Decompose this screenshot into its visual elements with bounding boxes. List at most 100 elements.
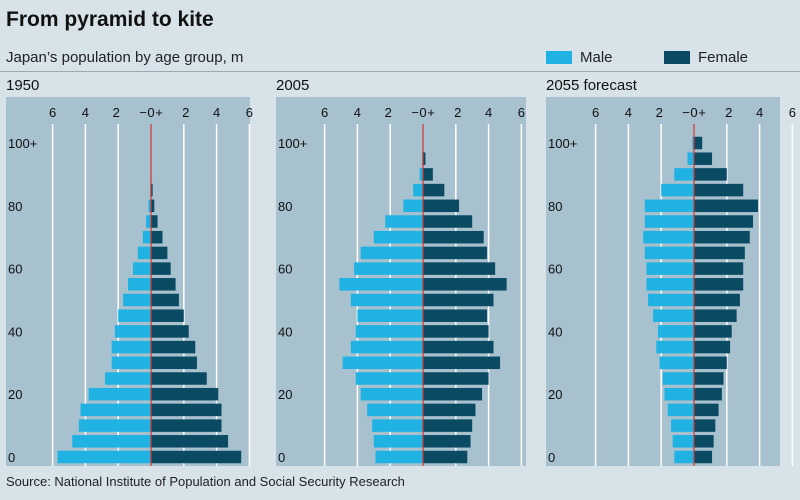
panel-2-x-tick-5: + — [427, 105, 435, 120]
panel-1-male-bar-30-34 — [111, 356, 151, 370]
panel-3-y-tick-5: 100+ — [548, 136, 577, 151]
panel-3-y-tick-3: 60 — [548, 262, 562, 277]
panel-3-x-tick-7: 4 — [756, 105, 763, 120]
panel-3-female-bar-40-44 — [694, 325, 732, 338]
panel-2-x-tick-8: 6 — [518, 105, 525, 120]
panel-1-female-bar-65-69 — [151, 246, 168, 260]
panel-2-male-bar-90-94 — [419, 168, 423, 181]
panel-1-male-bar-50-54 — [123, 293, 151, 307]
panel-2-female-bar-55-59 — [423, 278, 507, 291]
panel-2-x-tick-0: 6 — [321, 105, 328, 120]
panel-3-x-tick-4: 0 — [690, 105, 697, 120]
panel-1-male-bar-40-44 — [114, 325, 151, 338]
panel-2-male-bar-65-69 — [360, 246, 423, 260]
panel-2-male-bar-55-59 — [339, 278, 423, 291]
panel-1-male-bar-0-4 — [57, 450, 151, 464]
panel-3-male-bar-20-24 — [664, 387, 694, 401]
panel-2-female-bar-85-89 — [423, 183, 445, 197]
panel-3-male-bar-35-39 — [656, 340, 694, 354]
panel-3-female-bar-100+ — [694, 136, 703, 150]
panel-3-male-bar-70-74 — [643, 230, 694, 244]
panel-3-female-bar-60-64 — [694, 262, 744, 275]
panel-3-male-bar-5-9 — [672, 435, 694, 448]
panel-3-x-tick-2: 2 — [656, 105, 663, 120]
panel-1-y-tick-5: 100+ — [8, 136, 37, 151]
panel-3-male-bar-65-69 — [644, 246, 694, 260]
panel-2-female-bar-65-69 — [423, 246, 487, 260]
panel-1-y-tick-2: 40 — [8, 324, 22, 339]
panel-3-y-tick-4: 80 — [548, 199, 562, 214]
panel-3-male-bar-25-29 — [662, 372, 694, 385]
panel-2-male-bar-70-74 — [373, 230, 423, 244]
panel-1-x-tick-0: 6 — [49, 105, 56, 120]
panel-1-male-bar-80-84 — [148, 199, 151, 213]
panel-3-male-bar-55-59 — [646, 278, 694, 291]
panel-1-female-bar-70-74 — [151, 230, 163, 244]
panel-3-female-bar-90-94 — [694, 168, 727, 181]
chart-title: From pyramid to kite — [6, 8, 214, 31]
panel-3-female-bar-95-99 — [694, 152, 713, 165]
panel-1-female-bar-25-29 — [151, 372, 207, 385]
panel-2-x-tick-2: 2 — [385, 105, 392, 120]
legend-swatch-female — [664, 51, 690, 64]
panel-3-female-bar-45-49 — [694, 309, 737, 322]
panel-2-female-bar-20-24 — [423, 387, 483, 401]
panel-1-male-bar-60-64 — [132, 262, 151, 275]
panel-3-female-bar-80-84 — [694, 199, 758, 213]
panel-1-female-bar-15-19 — [151, 403, 222, 417]
panel-2-male-bar-10-14 — [372, 419, 423, 432]
panel-1-female-bar-20-24 — [151, 387, 219, 401]
panel-1-x-tick-5: + — [155, 105, 163, 120]
panel-1-female-bar-50-54 — [151, 293, 179, 307]
panel-2-male-bar-45-49 — [357, 309, 423, 322]
legend-label-female: Female — [698, 49, 749, 66]
panel-3-male-bar-100+ — [692, 136, 694, 150]
panel-2-female-bar-30-34 — [423, 356, 501, 370]
panel-2-y-tick-2: 40 — [278, 324, 292, 339]
chart-subtitle: Japan’s population by age group, m — [6, 49, 244, 66]
panel-3-female-bar-35-39 — [694, 340, 731, 354]
panel-1-x-tick-6: 2 — [182, 105, 189, 120]
panel-3-y-tick-0: 0 — [548, 450, 555, 465]
panel-3-male-bar-50-54 — [648, 293, 694, 307]
panel-3-female-bar-75-79 — [694, 215, 754, 228]
panel-3-y-tick-1: 20 — [548, 387, 562, 402]
panel-3-female-bar-50-54 — [694, 293, 740, 307]
panel-1-female-bar-55-59 — [151, 278, 176, 291]
panel-3-male-bar-60-64 — [646, 262, 694, 275]
panel-1-x-tick-1: 4 — [82, 105, 89, 120]
panel-3-title: 2055 forecast — [546, 77, 638, 94]
legend-swatch-male — [546, 51, 572, 64]
panel-3-x-tick-1: 4 — [625, 105, 632, 120]
panel-2-x-tick-6: 2 — [454, 105, 461, 120]
panel-2-male-bar-30-34 — [342, 356, 423, 370]
panel-2-y-tick-4: 80 — [278, 199, 292, 214]
source-note: Source: National Institute of Population… — [6, 474, 405, 489]
panel-1-title: 1950 — [6, 77, 39, 94]
panel-1-male-bar-20-24 — [88, 387, 151, 401]
panel-3-male-bar-10-14 — [671, 419, 694, 432]
panel-2-female-bar-25-29 — [423, 372, 489, 385]
panel-3-female-bar-30-34 — [694, 356, 727, 370]
panel-1-male-bar-15-19 — [80, 403, 151, 417]
panel-3-female-bar-20-24 — [694, 387, 722, 401]
panel-2-male-bar-15-19 — [367, 403, 423, 417]
panel-1-x-tick-4: 0 — [147, 105, 154, 120]
panel-1-y-tick-1: 20 — [8, 387, 22, 402]
panel-2-female-bar-80-84 — [423, 199, 460, 213]
panel-3-female-bar-5-9 — [694, 435, 714, 448]
panel-2-male-bar-35-39 — [350, 340, 423, 354]
panel-2-female-bar-5-9 — [423, 435, 471, 448]
panel-1-male-bar-70-74 — [142, 230, 151, 244]
panel-2-x-tick-3: − — [411, 105, 419, 120]
panel-2-male-bar-75-79 — [385, 215, 423, 228]
panel-1-x-tick-8: 6 — [246, 105, 253, 120]
panel-2-x-tick-4: 0 — [419, 105, 426, 120]
panel-1-male-bar-5-9 — [72, 435, 151, 448]
panel-1-female-bar-60-64 — [151, 262, 171, 275]
panel-1-x-tick-7: 4 — [213, 105, 220, 120]
panel-3-male-bar-15-19 — [667, 403, 694, 417]
panel-1-female-bar-0-4 — [151, 450, 242, 464]
panel-2-male-bar-40-44 — [355, 325, 423, 338]
